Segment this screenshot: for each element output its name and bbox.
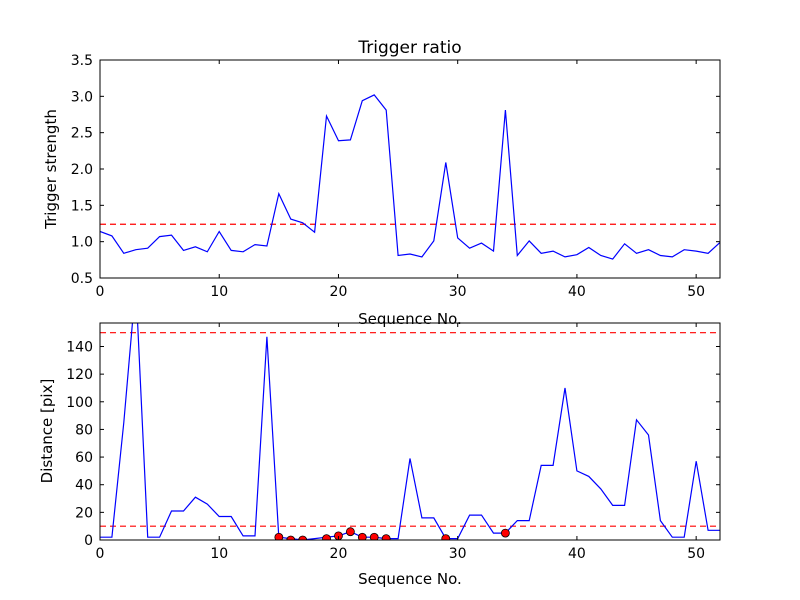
x-tick-label: 20: [330, 284, 348, 300]
x-tick-label: 30: [449, 546, 467, 562]
y-tick-label: 0.5: [71, 271, 93, 287]
x-tick-label: 30: [449, 284, 467, 300]
chart-title: Trigger ratio: [357, 38, 461, 58]
y-tick-label: 40: [75, 478, 93, 494]
y-axis-ticks-bottom: 0 20 40 60 80 100 120 140: [66, 339, 720, 549]
x-axis-label-top: Sequence No.: [358, 310, 462, 328]
y-tick-label: 60: [75, 450, 93, 466]
y-tick-label: 3.0: [71, 89, 93, 105]
data-marker: [381, 534, 391, 540]
x-tick-label: 0: [96, 546, 105, 562]
y-tick-label: 120: [66, 367, 93, 383]
x-tick-label: 0: [96, 284, 105, 300]
x-tick-label: 50: [687, 284, 705, 300]
distance-panel: 0 10 20 30 40 50 0 20 40 60 80 100 120 140 Sequence …: [38, 322, 721, 588]
data-marker: [345, 527, 355, 537]
x-tick-label: 40: [568, 284, 586, 300]
y-tick-label: 1.0: [71, 235, 93, 251]
data-marker: [322, 534, 331, 540]
x-tick-label: 40: [568, 546, 586, 562]
data-marker: [441, 534, 451, 540]
data-marker: [286, 535, 296, 540]
axes-frame-bottom: [99, 322, 721, 541]
x-tick-label: 10: [210, 546, 228, 562]
data-marker: [274, 532, 284, 540]
y-tick-label: 2.5: [71, 126, 93, 142]
data-marker: [369, 532, 379, 540]
data-marker: [298, 535, 308, 540]
y-axis-label-top: Trigger strength: [42, 109, 60, 230]
data-series-line: [100, 94, 720, 260]
x-tick-label: 10: [210, 284, 228, 300]
y-axis-ticks-top: 0.5 1.0 1.5 2.0 2.5 3.0 3.5: [71, 53, 720, 287]
y-tick-label: 3.5: [71, 53, 93, 69]
x-tick-label: 20: [330, 546, 348, 562]
y-tick-label: 20: [75, 505, 93, 521]
plot-area-bottom: [100, 323, 720, 540]
y-tick-label: 1.5: [71, 198, 93, 214]
x-axis-ticks-bottom: 0 10 20 30 40 50: [96, 323, 705, 562]
y-tick-label: 2.0: [71, 162, 93, 178]
y-tick-label: 140: [66, 339, 93, 355]
data-series-line: [100, 323, 720, 540]
x-axis-ticks-top: 0 10 20 30 40 50: [96, 60, 705, 300]
y-tick-label: 0: [84, 533, 93, 549]
x-axis-label-bottom: Sequence No.: [358, 570, 462, 588]
y-axis-label-bottom: Distance [pix]: [38, 379, 56, 484]
data-marker: [357, 532, 367, 540]
data-marker: [500, 528, 510, 538]
y-tick-label: 100: [66, 395, 93, 411]
plot-area-top: [100, 94, 720, 260]
x-tick-label: 50: [687, 546, 705, 562]
y-tick-label: 80: [75, 422, 93, 438]
